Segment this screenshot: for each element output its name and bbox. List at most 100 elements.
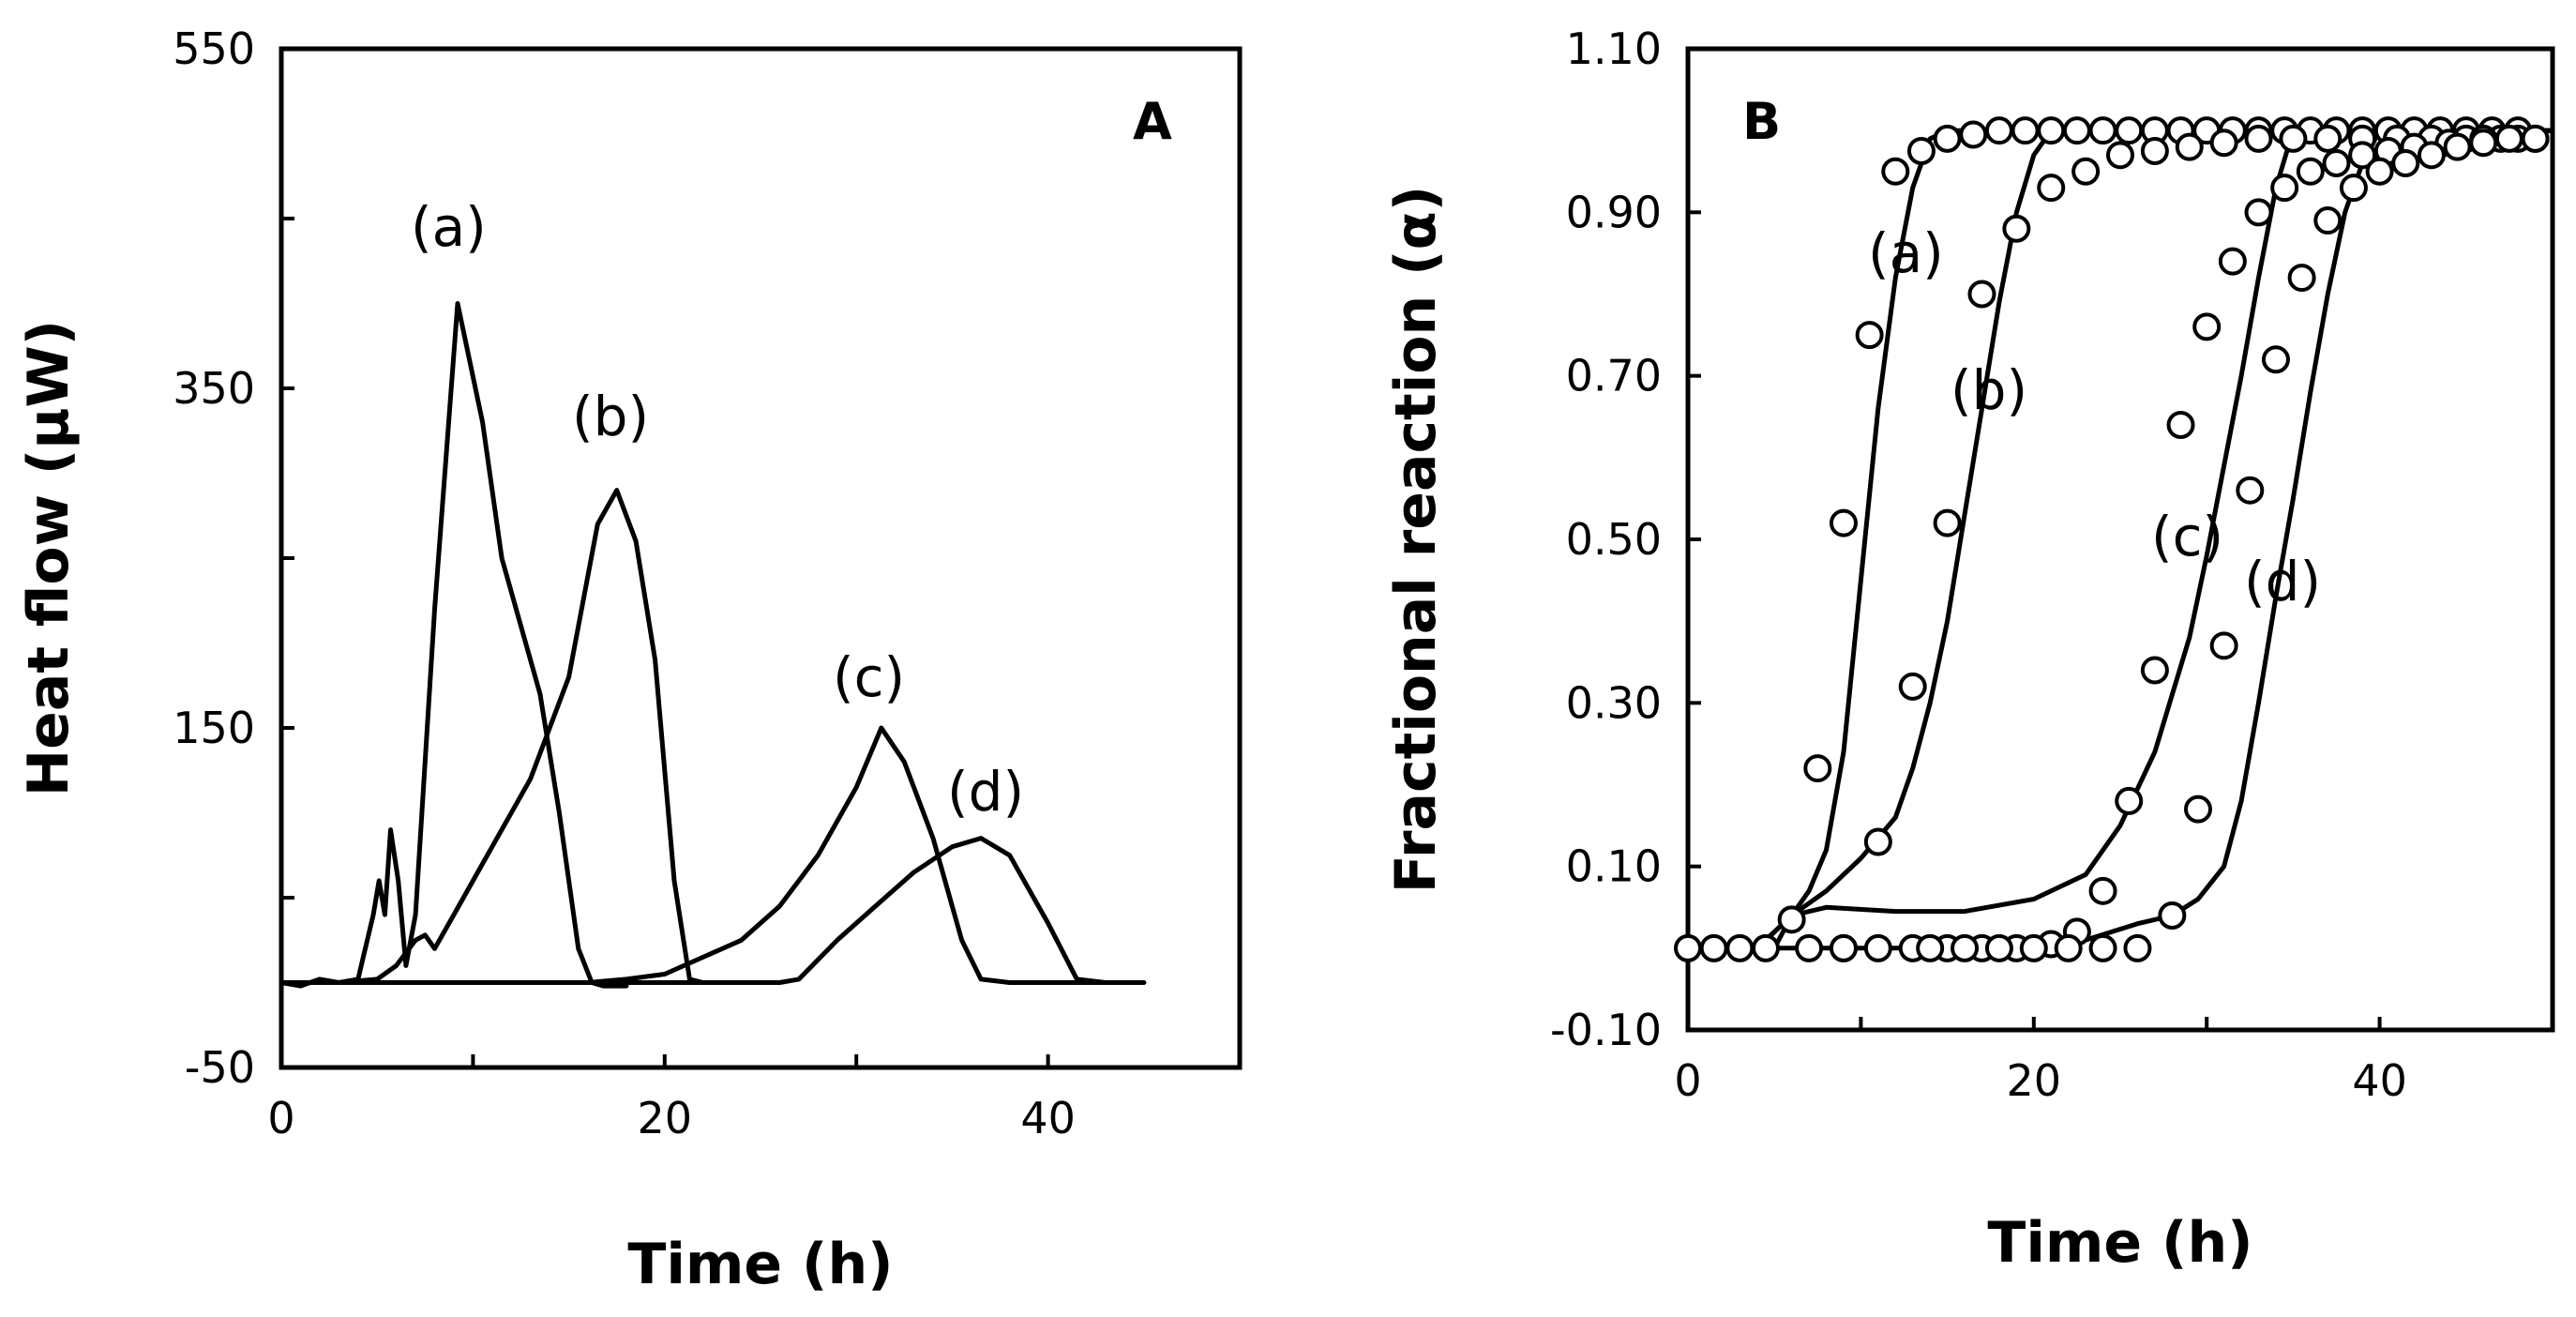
panel-b-y-axis-title: Fractional reaction (α) [1383,186,1449,893]
panel-b-data-point [2011,116,2040,145]
panel-b-data-point [2287,264,2316,293]
panel-b-label-d: (d) [2244,550,2321,613]
panel-b-data-point [1881,157,1910,186]
panel-b-data-point [1959,120,1988,149]
panel-b-data-point [2494,124,2523,153]
panel-b-data-point [1777,905,1806,934]
panel-b-tag: B [1742,92,1781,151]
panel-a-series-line-3 [279,836,1147,985]
panel-b-data-point [2002,214,2031,243]
panel-b-data-point [2313,206,2343,235]
panel-b-data-point [1725,933,1755,962]
panel-b-data-point [2037,174,2066,203]
panel-b-y-tick-label: -0.10 [1550,1005,1662,1055]
panel-b-x-tick-label: 20 [2007,1055,2062,1106]
panel-b-data-point [2417,141,2446,170]
panel-b-data-point [1863,827,1892,856]
panel-b-y-tick-label: 0.70 [1566,351,1662,401]
panel-a-y-tick-label: -50 [185,1042,255,1093]
panel-b-data-point [1803,754,1832,783]
panel-b-plot-frame [1685,46,2555,1033]
panel-b-data-point [2279,124,2308,153]
panel-b-ticks: 0 20 40 -0.10 0.10 0.30 0.50 0.70 0.90 1.10 [1550,23,2554,1106]
panel-b-data-point [2244,198,2273,227]
panel-b-data-point [2521,124,2550,153]
panel-b-y-tick-label: 0.50 [1566,514,1662,565]
panel-b-data-point [1967,280,1996,309]
panel-a-label-b: (b) [572,385,649,448]
panel-b-label-a: (a) [1868,221,1944,285]
panel-b-data-point [2062,116,2091,145]
panel-b-data-point [2140,656,2169,685]
panel-b-data-point [2261,345,2290,374]
panel-b-data-point [2123,933,2152,962]
panel-b-data-point [2037,116,2066,145]
panel-b-data-point [2115,116,2144,145]
panel-b-data-point [2054,933,2083,962]
panel-b-data-point [2183,795,2212,824]
panel-b-data-point [2106,141,2134,170]
panel-b-data-point [2019,933,2048,962]
panel-b-data-point [1984,116,2013,145]
panel-b-x-tick-label: 0 [1674,1055,1701,1106]
panel-b-data-point [2209,631,2238,660]
panel-b-data-point [2088,933,2117,962]
panel-b-x-axis-title: Time (h) [1987,1210,2252,1276]
panel-a-x-tick-label: 40 [1020,1093,1076,1143]
panel-a-ticks: 0 20 40 -50 150 350 550 [173,23,1242,1143]
panel-b-data-point [2443,132,2472,161]
panel-b-data-point [2296,157,2325,186]
panel-b-y-tick-label: 0.10 [1566,841,1662,892]
panel-a-x-tick-label: 0 [267,1093,294,1143]
panel-a-curves [279,301,1147,989]
panel-b-markers [1674,116,2550,962]
panel-b-data-point [2236,476,2265,505]
panel-b-data-point [1674,933,1702,962]
panel-b-data-point [1951,933,1980,962]
panel-b-chart: 0 20 40 -0.10 0.10 0.30 0.50 0.70 0.90 1.10 B (a)… [1383,23,2555,1276]
panel-b-data-point [2348,141,2377,170]
panel-b-data-point [1916,933,1945,962]
panel-b-data-point [2192,312,2222,341]
panel-a-y-tick-label: 350 [173,363,255,414]
panel-b-data-point [2140,136,2169,165]
panel-b-data-point [2322,149,2351,178]
panel-b-data-point [2115,786,2144,815]
panel-a-x-axis-title: Time (h) [627,1232,893,1297]
panel-b-x-tick-label: 40 [2352,1055,2407,1106]
panel-b-data-point [2218,247,2247,276]
panel-a-chart: 0 20 40 -50 150 350 550 A (a) (b) (c) (d) Time… [16,23,1243,1297]
panel-b-data-point [2313,124,2343,153]
panel-b-data-point [2469,129,2498,158]
panel-b-data-point [2158,901,2187,930]
panel-b-data-point [1829,508,1858,537]
panel-b-data-point [2175,132,2204,161]
panel-b-curves [1685,128,2555,951]
panel-b-y-tick-label: 0.30 [1566,677,1662,728]
panel-a-x-tick-label: 20 [638,1093,693,1143]
panel-a-y-tick-label: 550 [173,23,255,74]
panel-b-data-point [2270,174,2299,203]
panel-b-data-point [2391,149,2420,178]
panel-b-data-point [1933,124,1962,153]
panel-b-data-point [2365,157,2394,186]
panel-b-label-c: (c) [2151,505,2223,568]
panel-b-data-point [2071,157,2101,186]
panel-a-label-d: (d) [947,760,1024,824]
panel-b-data-point [1751,933,1780,962]
panel-b-series-line-2 [1685,128,2555,951]
panel-b-y-tick-label: 1.10 [1566,23,1662,74]
panel-b-series-line-1 [1685,128,2555,951]
panel-b-data-point [1906,136,1936,165]
panel-b-data-point [1829,933,1858,962]
panel-b-data-point [1795,933,1824,962]
panel-b-data-point [1898,672,1927,701]
panel-b-data-point [1699,933,1728,962]
panel-b-data-point [2166,410,2195,439]
panel-b-data-point [2209,129,2238,158]
panel-a-label-c: (c) [833,645,905,709]
panel-b-data-point [2244,124,2273,153]
panel-b-data-point [2088,116,2117,145]
panel-b-data-point [1984,933,2013,962]
